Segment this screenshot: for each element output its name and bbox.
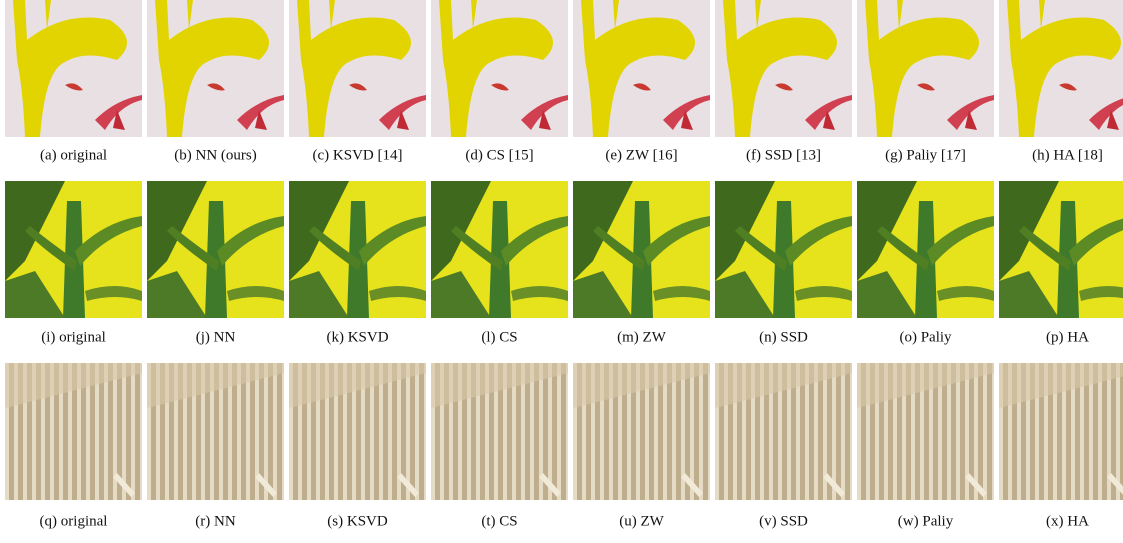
image <box>289 0 426 137</box>
image <box>5 0 142 137</box>
caption: (s) KSVD <box>327 513 388 529</box>
caption: (g) Paliy [17] <box>885 147 966 163</box>
image <box>999 0 1123 137</box>
image <box>999 181 1123 318</box>
image <box>857 181 994 318</box>
caption: (w) Paliy <box>898 513 954 529</box>
image <box>857 0 994 137</box>
image <box>147 363 284 500</box>
image <box>5 363 142 500</box>
caption: (i) original <box>41 329 106 345</box>
image <box>147 0 284 137</box>
image <box>715 0 852 137</box>
image <box>147 181 284 318</box>
caption: (m) ZW <box>617 329 667 345</box>
image <box>573 181 710 318</box>
caption: (k) KSVD <box>326 329 388 345</box>
image <box>573 0 710 137</box>
image <box>431 0 568 137</box>
caption: (n) SSD <box>759 329 808 345</box>
image <box>289 363 426 500</box>
image <box>857 363 994 500</box>
caption: (p) HA <box>1046 329 1089 345</box>
caption: (e) ZW [16] <box>605 147 677 163</box>
caption: (c) KSVD [14] <box>313 147 403 163</box>
caption: (f) SSD [13] <box>746 147 821 163</box>
caption: (j) NN <box>196 329 236 345</box>
caption: (x) HA <box>1046 513 1089 529</box>
image <box>289 181 426 318</box>
image <box>431 363 568 500</box>
caption: (u) ZW <box>619 513 664 529</box>
caption: (v) SSD <box>759 513 808 529</box>
caption: (t) CS <box>481 513 517 529</box>
figure: (a) original (b) NN (ours) (c) KSVD [14] (d… <box>0 0 1123 543</box>
image <box>715 181 852 318</box>
caption: (q) original <box>40 513 108 529</box>
image <box>715 363 852 500</box>
caption: (b) NN (ours) <box>174 147 256 163</box>
image <box>5 181 142 318</box>
caption: (o) Paliy <box>899 329 952 345</box>
image <box>573 363 710 500</box>
caption: (r) NN <box>195 513 236 529</box>
caption: (h) HA [18] <box>1032 147 1103 163</box>
image <box>431 181 568 318</box>
caption: (l) CS <box>481 329 517 345</box>
image <box>999 363 1123 500</box>
caption: (a) original <box>40 147 107 163</box>
caption: (d) CS [15] <box>465 147 533 163</box>
